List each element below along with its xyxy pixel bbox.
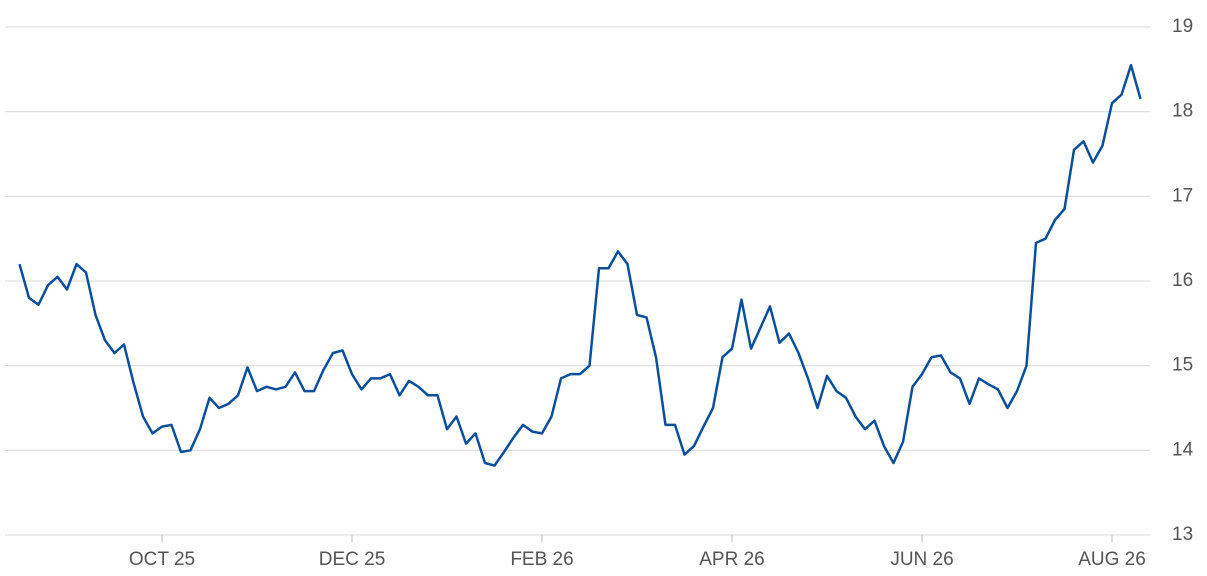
x-tick-label: AUG 26 <box>1078 549 1146 570</box>
price-line <box>18 63 1142 467</box>
y-tick-label: 16 <box>1172 270 1193 291</box>
x-tick-label: APR 26 <box>699 549 764 570</box>
y-tick-label: 13 <box>1172 524 1193 545</box>
x-tick-label: FEB 26 <box>510 549 573 570</box>
y-tick-label: 17 <box>1172 185 1193 206</box>
x-tick-label: OCT 25 <box>129 549 195 570</box>
y-tick-label: 15 <box>1172 355 1193 376</box>
x-tick-label: JUN 26 <box>890 549 953 570</box>
y-tick-label: 18 <box>1172 101 1193 122</box>
x-tick-label: DEC 25 <box>319 549 386 570</box>
y-tick-label: 19 <box>1172 16 1193 37</box>
y-tick-label: 14 <box>1172 439 1194 460</box>
